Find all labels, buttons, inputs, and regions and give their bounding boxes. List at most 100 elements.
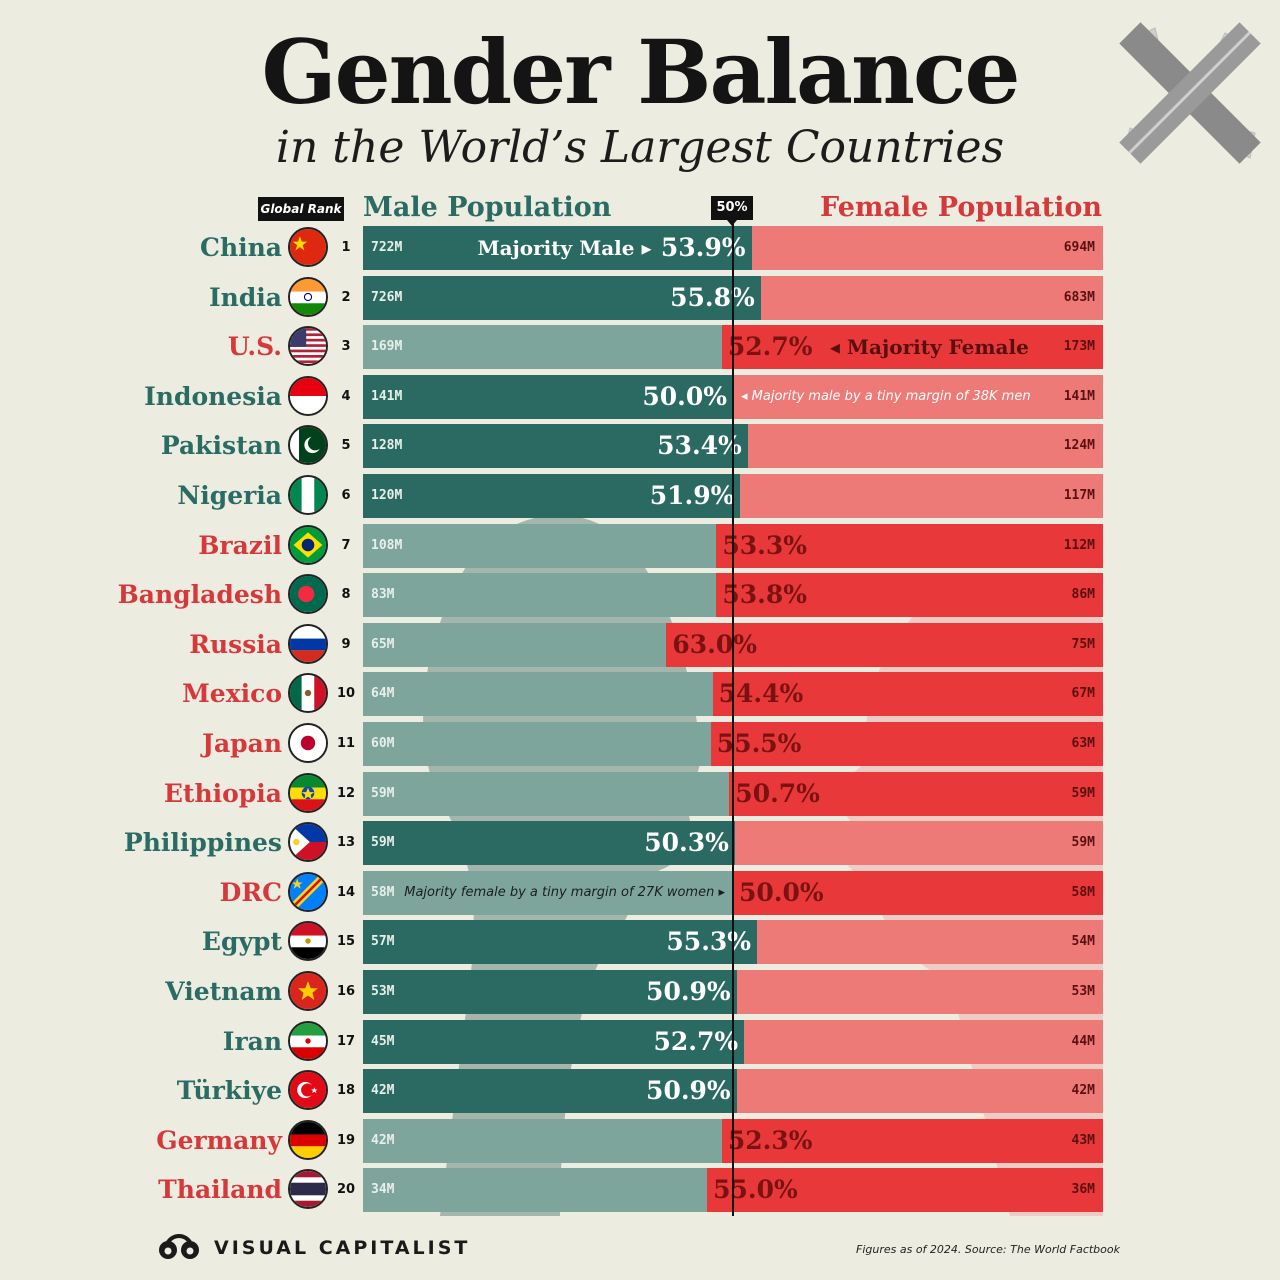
country-label: Türkiye (176, 1076, 282, 1106)
male-count-label: 726M (371, 289, 403, 305)
table-row: China 1 722M 694M 53.9% Majority Male ▸ (0, 226, 1280, 270)
annotation-note: Majority Male ▸ (477, 236, 652, 260)
country-label: Mexico (182, 679, 282, 709)
table-row: Thailand 20 34M 36M 55.0% (0, 1168, 1280, 1213)
rank-number: 19 (336, 1132, 356, 1148)
bar-male (363, 771, 730, 816)
egypt-flag-icon (288, 921, 328, 962)
bar-track: 42M 43M 52.3% (363, 1118, 1103, 1163)
percent-label: 50.0% (739, 877, 824, 907)
bar-track: 120M 117M 51.9% (363, 474, 1103, 518)
male-count-label: 45M (371, 1033, 395, 1049)
country-label: Thailand (158, 1175, 282, 1205)
percent-label: 53.3% (722, 530, 807, 560)
rank-number: 6 (341, 488, 351, 503)
us-flag-icon (288, 326, 328, 367)
table-row: Japan 11 60M 63M 55.5% (0, 722, 1280, 766)
bar-track: 42M 42M 50.9% (363, 1069, 1103, 1114)
bar-male (363, 474, 741, 518)
percent-label: 52.3% (727, 1125, 813, 1155)
percent-label: 55.5% (716, 729, 802, 758)
strike-through-x-icon (1119, 22, 1261, 164)
bar-male (363, 722, 711, 766)
ethiopia-flag-icon (288, 772, 328, 813)
female-count-label: 694M (1063, 240, 1095, 255)
male-count-label: 34M (371, 1182, 395, 1198)
male-count-label: 108M (371, 537, 403, 553)
country-label: Indonesia (144, 381, 282, 411)
bar-female (747, 424, 1103, 469)
male-count-label: 141M (371, 388, 403, 404)
rank-number: 13 (336, 835, 356, 851)
table-row: Egypt 15 57M 54M 55.3% (0, 920, 1280, 965)
source-note: Figures as of 2024. Source: The World Fa… (856, 1243, 1120, 1256)
bar-male (363, 226, 752, 270)
female-count-label: 59M (1071, 835, 1095, 851)
bar-track: 60M 63M 55.5% (363, 722, 1103, 766)
bar-female (736, 1069, 1103, 1114)
bar-male (363, 523, 717, 568)
thailand-flag-icon (288, 1169, 328, 1210)
indonesia-flag-icon (288, 375, 328, 416)
annotation-note: Majority female by a tiny margin of 27K … (404, 884, 725, 900)
country-label: Brazil (198, 530, 282, 560)
country-label: Iran (222, 1026, 282, 1056)
drc-flag-icon (288, 871, 328, 912)
bar-female (707, 1168, 1103, 1213)
male-count-label: 60M (371, 736, 395, 751)
global-rank-header: Global Rank (258, 197, 344, 221)
male-count-label: 722M (371, 240, 403, 255)
rank-number: 18 (336, 1083, 356, 1099)
table-row: India 2 726M 683M 55.8% (0, 275, 1280, 320)
bar-female (716, 573, 1103, 618)
male-count-label: 42M (371, 1132, 395, 1148)
rank-number: 20 (336, 1182, 356, 1198)
percent-label: 55.8% (670, 282, 755, 312)
bar-female (740, 474, 1103, 518)
male-count-label: 42M (371, 1083, 395, 1099)
table-row: Philippines 13 59M 59M 50.3% (0, 821, 1280, 866)
bar-track: 83M 86M 53.8% (363, 573, 1103, 618)
iran-flag-icon (288, 1020, 328, 1061)
bar-male (363, 1019, 745, 1064)
percent-label: 55.3% (666, 927, 752, 957)
bar-male (363, 622, 667, 667)
bar-track: 34M 36M 55.0% (363, 1168, 1103, 1213)
bar-female (736, 970, 1103, 1014)
table-row: Mexico 10 64M 67M 54.4% (0, 672, 1280, 717)
rank-number: 3 (341, 339, 351, 355)
female-count-label: 54M (1071, 934, 1095, 950)
percent-label: 52.7% (653, 1026, 739, 1056)
female-count-label: 86M (1071, 587, 1095, 603)
bar-female (751, 226, 1103, 270)
table-row: U.S. 3 169M 173M 52.7% ◂ Majority Female (0, 325, 1280, 370)
male-count-label: 64M (371, 686, 395, 702)
table-row: Vietnam 16 53M 53M 50.9% (0, 970, 1280, 1014)
bar-female (729, 771, 1103, 816)
country-label: Egypt (201, 927, 282, 957)
bar-track: 58M 58M 50.0% Majority female by a tiny mar… (363, 870, 1103, 915)
japan-flag-icon (288, 723, 328, 763)
bar-track: 128M 124M 53.4% (363, 424, 1103, 469)
country-label: Nigeria (177, 481, 282, 510)
rank-number: 12 (336, 785, 356, 801)
bar-male (363, 325, 722, 370)
rank-number: 16 (336, 984, 356, 999)
male-count-label: 59M (371, 835, 395, 851)
bar-male (363, 1069, 737, 1114)
bar-track: 108M 112M 53.3% (363, 523, 1103, 568)
bar-track: 141M 141M 50.0% ◂ Majority male by a tiny m… (363, 374, 1103, 419)
table-row: Russia 9 65M 75M 63.0% (0, 622, 1280, 667)
female-count-label: 63M (1071, 736, 1095, 751)
female-count-label: 141M (1063, 388, 1095, 404)
bar-female (712, 672, 1103, 717)
bar-male (363, 672, 713, 717)
female-count-label: 683M (1063, 289, 1095, 305)
bar-track: 65M 75M 63.0% (363, 622, 1103, 667)
male-count-label: 58M (371, 884, 395, 900)
percent-label: 53.4% (657, 431, 742, 461)
rank-number: 8 (341, 587, 351, 603)
percent-label: 63.0% (672, 629, 758, 659)
table-row: Nigeria 6 120M 117M 51.9% (0, 474, 1280, 518)
rank-number: 2 (341, 289, 351, 305)
